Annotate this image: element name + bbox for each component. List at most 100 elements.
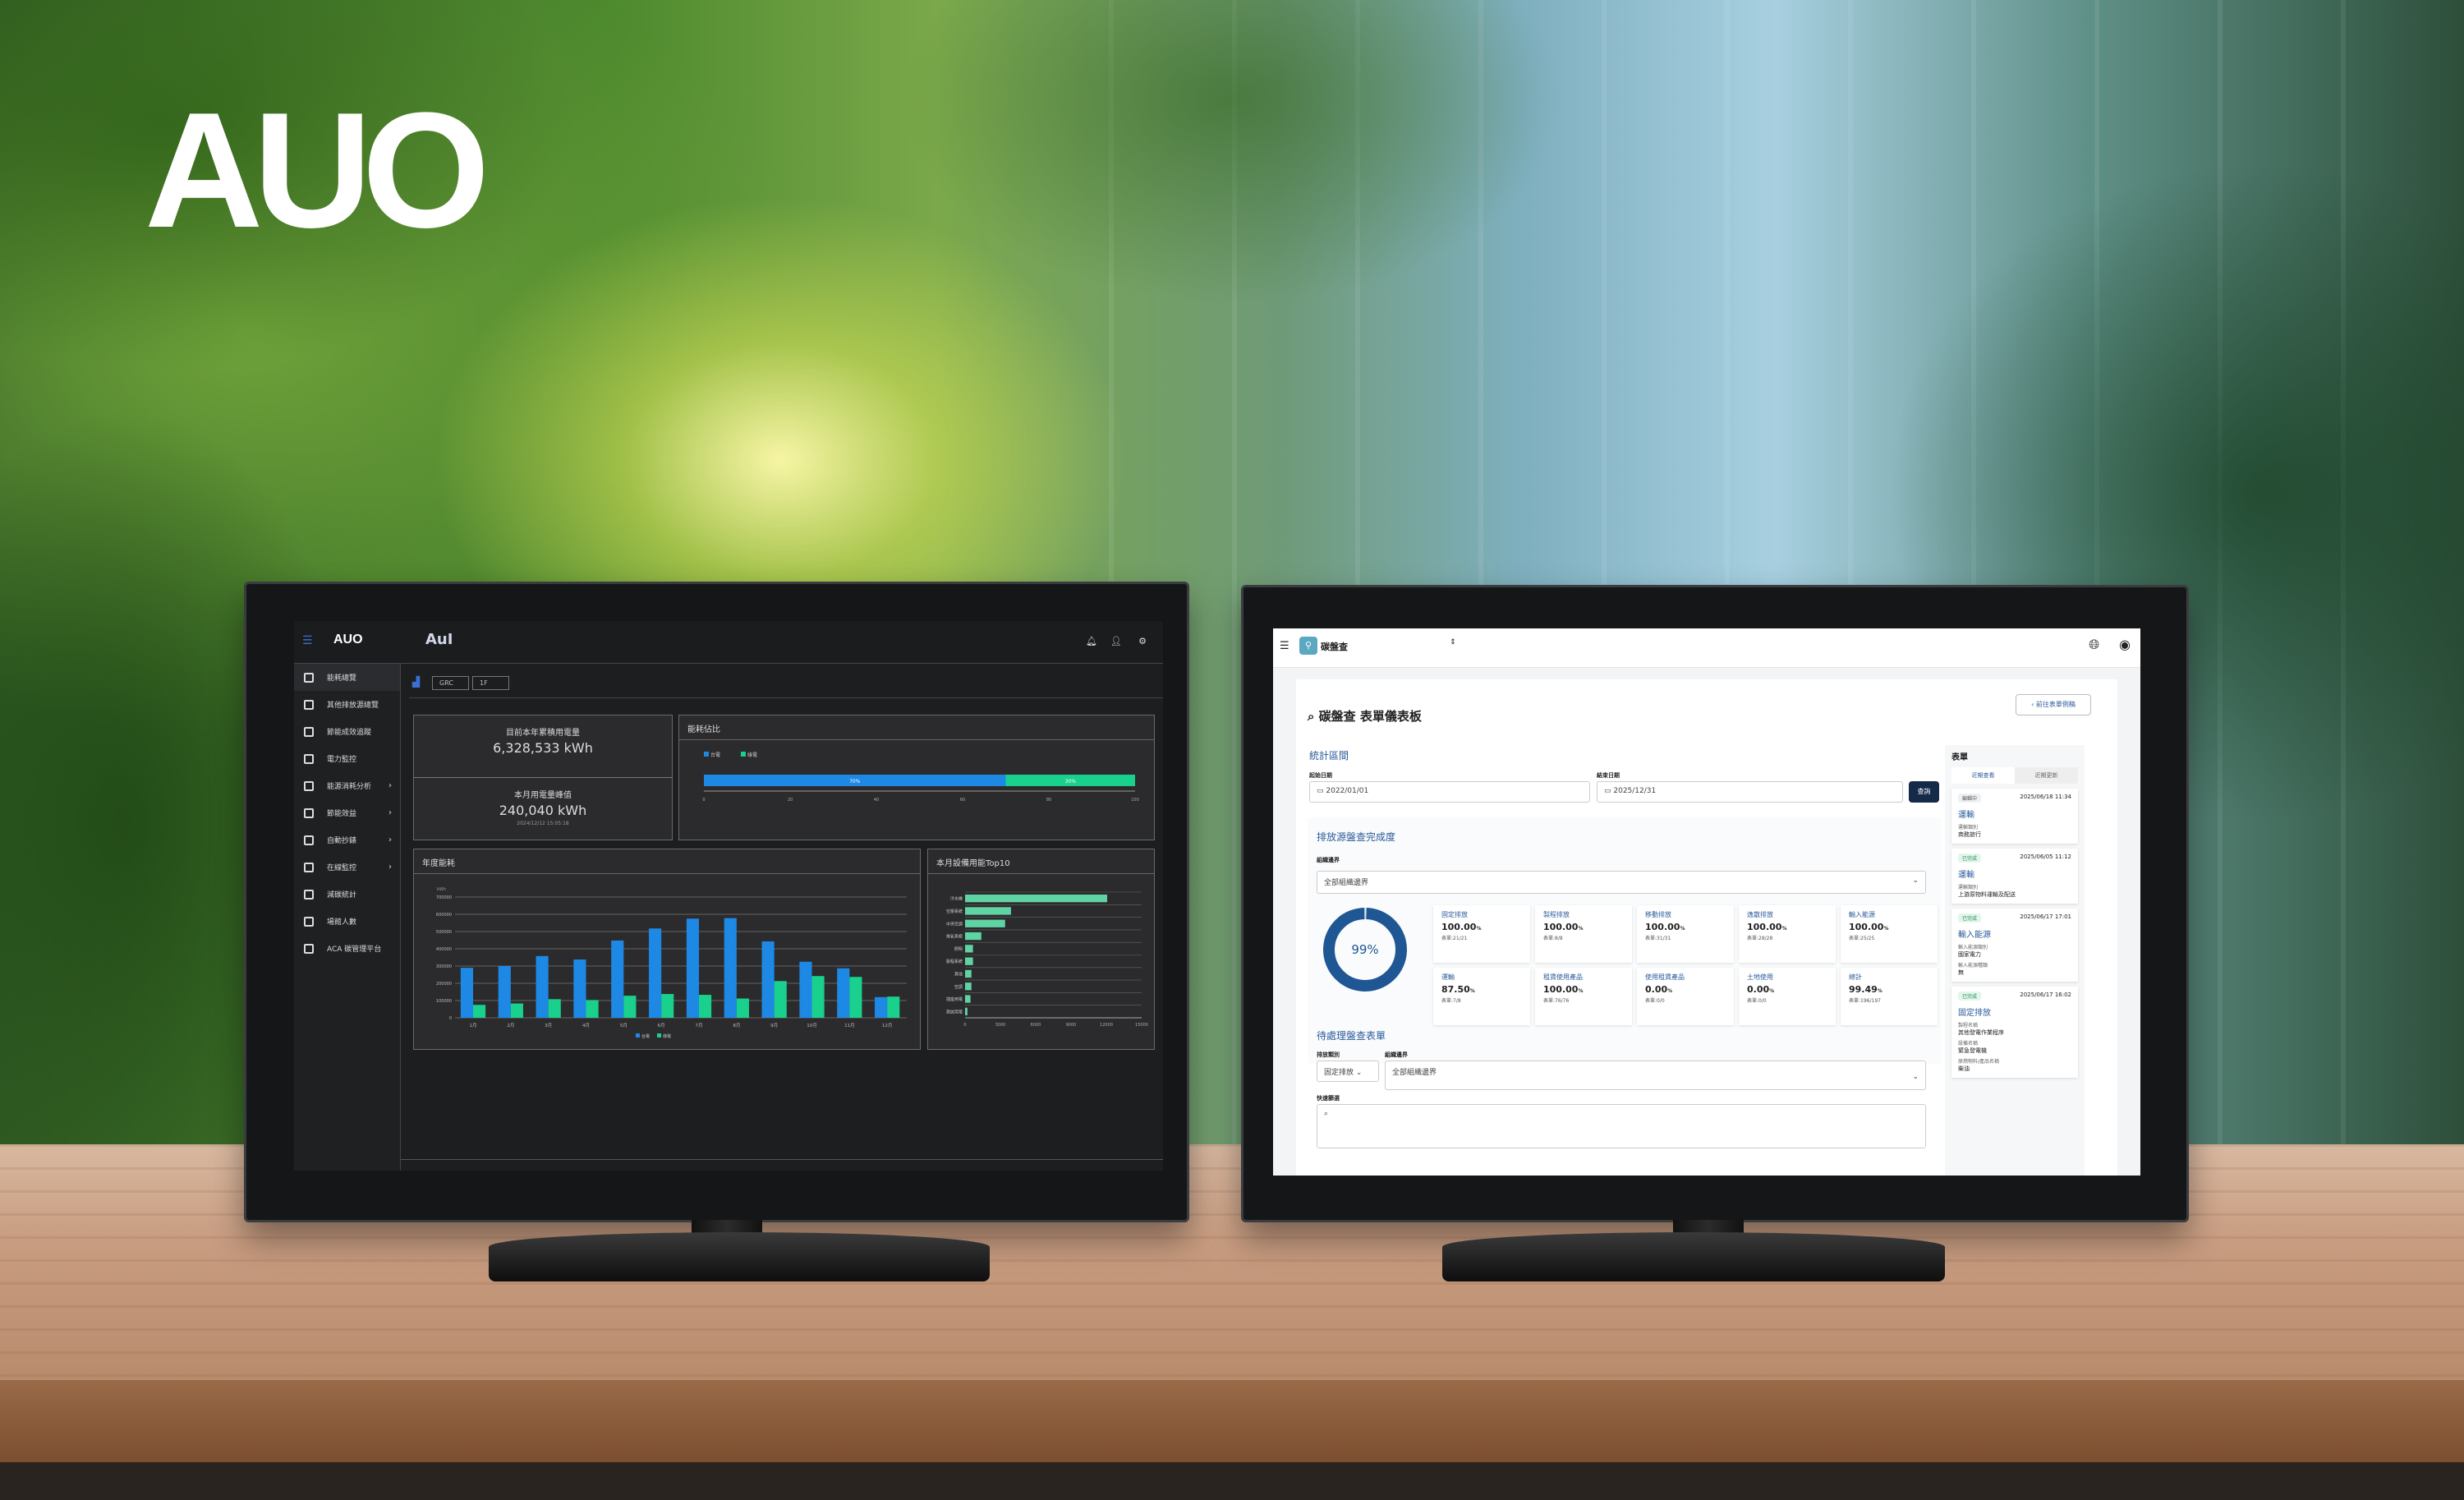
floor-select[interactable]: 1F	[472, 676, 509, 690]
y-axis-unit: kWh	[437, 887, 446, 892]
bar-排氣系統	[965, 932, 981, 941]
left-monitor-base	[489, 1232, 990, 1281]
status-badge: 已完成	[1958, 913, 1982, 923]
form-card[interactable]: 已完成 2025/06/17 17:01 輸入能源 輸入能源類別 國家電力 輸入能源種類無	[1951, 909, 2078, 982]
user-icon[interactable]: 👤︎	[1110, 636, 1122, 646]
form-field-value: 緊急發電機	[1958, 1047, 1987, 1054]
form-card[interactable]: 已完成 2025/06/05 11:12 運輸 運輸類別 上游原物料運輸及配送	[1951, 849, 2078, 904]
end-date-label: 結束日期	[1597, 772, 1620, 779]
sidebar-item[interactable]: 能源消耗分析 ›	[294, 772, 400, 799]
y-tick-label: 插座用電	[946, 996, 963, 1002]
recycle-icon	[304, 889, 314, 900]
annual-chart: kWh 0 100000 200000 300000 400000 500000 600000…	[436, 887, 907, 1039]
category-select[interactable]: 固定排放 ⌄	[1317, 1061, 1379, 1082]
share-bar-label: 30%	[1065, 779, 1077, 785]
pending-boundary-select[interactable]: 全部組織邊界 ⌄	[1385, 1061, 1926, 1090]
bar-台電-4月	[573, 959, 586, 1018]
annual-usage-title: 目前本年累積用電量	[506, 729, 580, 738]
sidebar-item[interactable]: 節能效益 ›	[294, 799, 400, 826]
sidebar-item[interactable]: 自動抄錶 ›	[294, 826, 400, 854]
bar-綠電-11月	[849, 977, 862, 1018]
sidebar-item[interactable]: 能耗總覽	[294, 664, 400, 691]
bar-chart-icon	[304, 780, 314, 791]
carbon-inventory-screen: ☰ ⚲ 碳盤查 ⇕ 🌐︎ ◉ ⌕ 碳盤查 表單儀表板 ‹ 前往表單例稿 統計區間…	[1273, 628, 2140, 1176]
form-field-value: 無	[1958, 969, 1964, 976]
x-tick-label: 10月	[807, 1023, 817, 1028]
bar-台電-11月	[837, 968, 850, 1018]
stat-percent: 100.00%	[1543, 922, 1624, 932]
sidebar-item[interactable]: 電力監控	[294, 745, 400, 772]
stat-percent-value: 100.00	[1747, 922, 1782, 932]
settings-icon[interactable]: ⚙	[1138, 636, 1147, 646]
stat-card: 固定排放 100.00% 表單:21/21	[1433, 905, 1530, 963]
tab-recent-updated[interactable]: 近期更新	[2015, 767, 2078, 784]
globe-icon[interactable]: 🌐︎	[2089, 637, 2099, 652]
site-select[interactable]: GRC	[432, 676, 469, 690]
end-date-input[interactable]: ▭ 2025/12/31	[1597, 781, 1903, 803]
stat-percent-value: 100.00	[1543, 922, 1579, 932]
bar-空壓系統	[965, 907, 1011, 915]
stat-count: 表單:25/25	[1849, 936, 1875, 941]
sidebar-item[interactable]: 節能成效追蹤	[294, 718, 400, 745]
stat-percent-value: 87.50	[1441, 984, 1470, 995]
stat-count: 表單:196/197	[1849, 998, 1881, 1004]
form-card-header: 已完成 2025/06/17 16:02	[1958, 992, 2071, 1001]
gauge-icon	[304, 753, 314, 764]
x-tick-label: 11月	[844, 1023, 855, 1028]
building-icon: ▟	[412, 676, 421, 688]
form-card-header: 已完成 2025/06/17 17:01	[1958, 913, 2071, 923]
boundary-select[interactable]: 全部組織邊界 ⌄	[1317, 871, 1926, 894]
stat-count: 表單:76/76	[1543, 998, 1570, 1004]
x-tick-label: 6000	[1031, 1023, 1041, 1028]
legend-swatch	[636, 1033, 640, 1038]
legend-swatch	[657, 1033, 661, 1038]
form-time: 2025/06/05 11:12	[2020, 854, 2071, 860]
start-date-input[interactable]: ▭ 2022/01/01	[1309, 781, 1590, 803]
x-tick-label: 60	[960, 798, 965, 803]
menu-icon[interactable]: ☰	[1280, 640, 1289, 652]
search-input[interactable]: ⌕	[1317, 1104, 1926, 1148]
account-icon[interactable]: ◉	[2119, 637, 2131, 652]
stat-percent: 87.50%	[1441, 984, 1522, 995]
footer-divider	[401, 1159, 1163, 1160]
form-card[interactable]: 已完成 2025/06/17 16:02 固定排放 製程名稱 其他發電作業程序 設備名稱緊…	[1951, 987, 2078, 1078]
sidebar-item[interactable]: 減碳統計	[294, 881, 400, 908]
x-tick-label: 0	[963, 1023, 966, 1028]
y-tick-label: 600000	[436, 913, 452, 918]
sidebar-item[interactable]: 其他排放源總覽	[294, 691, 400, 718]
y-tick-label: 冷水機	[950, 896, 963, 902]
pending-boundary-label: 組織邊界	[1385, 1051, 1408, 1058]
share-bar-台電	[704, 775, 1006, 786]
share-card-title: 能耗佔比	[679, 715, 1154, 740]
stat-name: 製程排放	[1543, 911, 1570, 918]
sidebar-item-label: 其他排放源總覽	[327, 702, 379, 710]
bar-綠電-5月	[623, 996, 637, 1018]
menu-icon[interactable]: ☰	[302, 634, 313, 647]
y-tick-label: 測試用電	[946, 1009, 963, 1015]
stat-count: 表單:7/8	[1441, 998, 1461, 1004]
legend-label: 台電	[641, 1033, 650, 1039]
form-card[interactable]: 編輯中 2025/06/18 11:34 運輸 運輸類別 商務旅行	[1951, 789, 2078, 844]
status-badge: 已完成	[1958, 854, 1982, 863]
stat-count: 表單:0/0	[1747, 998, 1767, 1004]
sidebar-item[interactable]: 在線監控 ›	[294, 854, 400, 881]
back-button[interactable]: ‹ 前往表單例稿	[2016, 694, 2091, 715]
stat-card: 移動排放 100.00% 表單:31/31	[1637, 905, 1734, 963]
stat-percent-value: 100.00	[1849, 922, 1884, 932]
forms-panel: 表單 近期查看 近期更新 編輯中 2025/06/18 11:34 運輸 運輸類別 商務…	[1945, 745, 2085, 1176]
stat-percent: 99.49%	[1849, 984, 1929, 995]
y-tick-label: 排氣系統	[946, 934, 963, 940]
query-button[interactable]: 查詢	[1909, 781, 1939, 803]
sidebar-item[interactable]: 場館人數	[294, 908, 400, 935]
chevron-updown-icon[interactable]: ⇕	[1450, 638, 1456, 646]
bell-icon[interactable]: 🔔︎	[1086, 636, 1097, 646]
sidebar-item-label: 場館人數	[327, 918, 357, 927]
stat-percent-unit: %	[1680, 926, 1685, 932]
app-switcher[interactable]: 碳盤查	[1321, 642, 1348, 652]
tab-recent-viewed[interactable]: 近期查看	[1951, 767, 2015, 784]
form-time: 2025/06/17 16:02	[2020, 992, 2071, 998]
bar-台電-9月	[761, 941, 775, 1018]
sidebar-item[interactable]: ACA 碳管理平台	[294, 935, 400, 962]
form-field-label: 原燃物料/產品名稱	[1958, 1059, 2000, 1065]
legend-label: 綠電	[747, 752, 757, 758]
